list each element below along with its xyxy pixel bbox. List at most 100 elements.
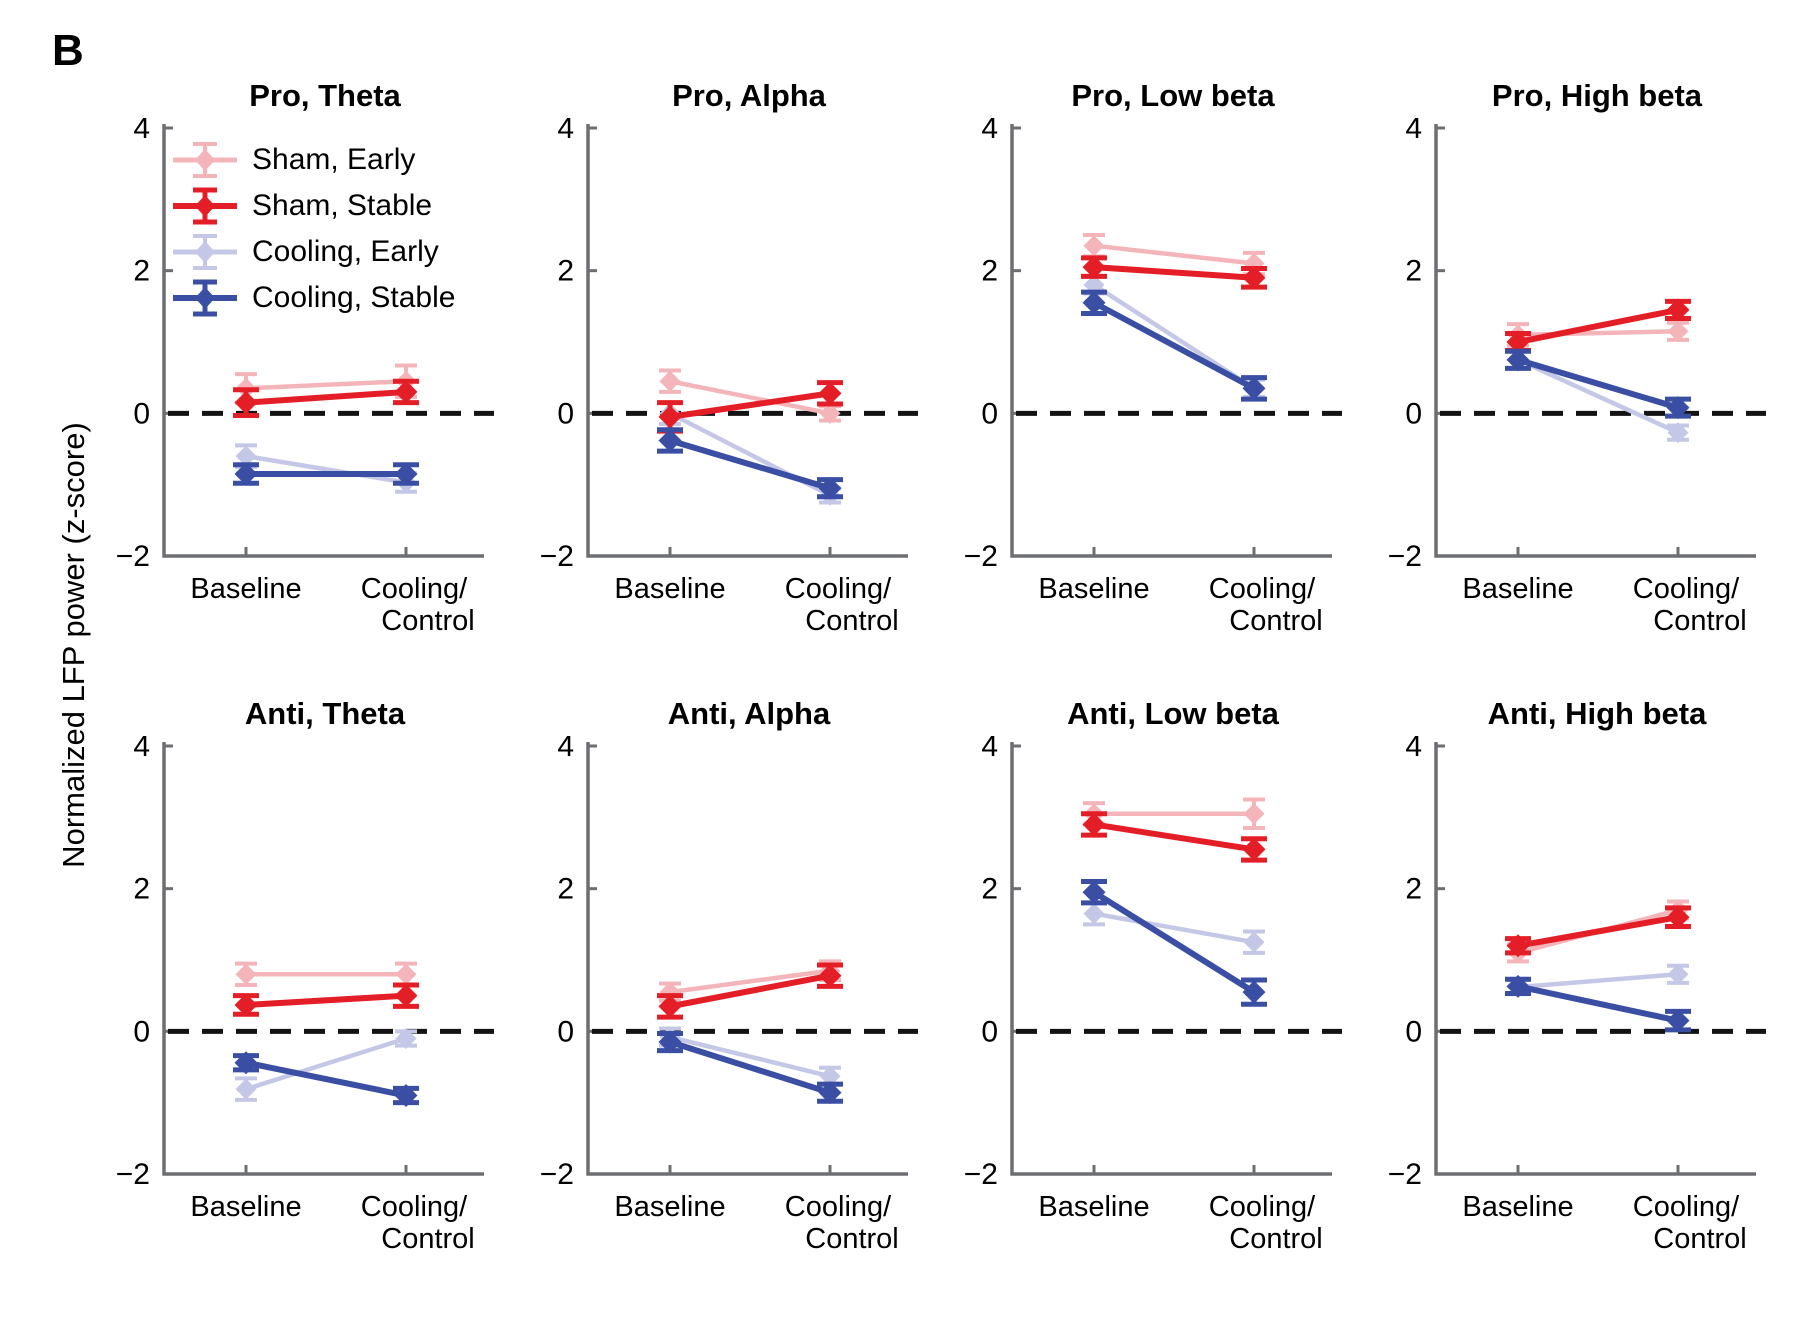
- data-point-marker: [659, 370, 681, 392]
- series-cooling-stable: [657, 1030, 843, 1105]
- x-tick-label: Control: [381, 605, 475, 637]
- panel-anti-high-beta: Anti, High beta 4 2 0 −2 Baseline Cooling/Con…: [1378, 692, 1802, 1296]
- x-tick-label: Cooling/: [1633, 573, 1740, 605]
- panel-anti-theta: Anti, Theta 4 2 0 −2 Baseline Cooling/Control: [106, 692, 530, 1296]
- x-tick-label: Baseline: [1038, 1191, 1149, 1223]
- errorbar-marker-icon: [173, 142, 237, 178]
- data-point-marker: [234, 391, 258, 415]
- y-tick-label: 0: [1405, 1015, 1422, 1048]
- y-tick-label: 0: [133, 397, 150, 430]
- data-point-marker: [234, 462, 258, 486]
- y-tick-label: 2: [557, 873, 574, 906]
- panel-title: Pro, High beta: [1491, 78, 1703, 113]
- y-tick-label: −2: [964, 540, 998, 573]
- y-tick-label: 2: [1405, 255, 1422, 288]
- x-tick-label: Control: [1229, 605, 1323, 637]
- data-point-marker: [1506, 934, 1530, 958]
- figure-label: B: [52, 26, 84, 75]
- data-point-marker: [234, 1051, 258, 1075]
- data-point-marker: [818, 476, 842, 500]
- series-sham-stable: [233, 378, 419, 418]
- series-sham-early: [235, 961, 417, 987]
- y-axis-label: Normalized LFP power (z-score): [56, 422, 91, 868]
- series-line: [245, 992, 407, 1008]
- data-point-marker: [395, 1027, 417, 1049]
- data-point-marker: [1083, 235, 1105, 257]
- errorbar-marker-icon: [173, 279, 237, 317]
- panel-anti-alpha: Anti, Alpha 4 2 0 −2 Baseline Cooling/Control: [530, 692, 954, 1296]
- x-tick-label: Baseline: [614, 573, 725, 605]
- series-line: [1517, 357, 1679, 435]
- data-point-marker: [395, 963, 417, 985]
- series-cooling-stable: [1081, 879, 1267, 1007]
- data-point-marker: [658, 994, 682, 1018]
- series-cooling-stable: [1081, 289, 1267, 402]
- data-point-marker: [234, 993, 258, 1017]
- series-cooling-early: [235, 443, 417, 494]
- data-point-marker: [394, 984, 418, 1008]
- data-point-marker: [1242, 266, 1266, 290]
- series-line: [245, 1059, 407, 1099]
- data-point-marker: [1666, 905, 1690, 929]
- data-point-marker: [235, 445, 257, 467]
- data-point-marker: [1667, 422, 1689, 444]
- y-tick-label: −2: [1388, 1158, 1422, 1191]
- y-tick-label: 2: [133, 255, 150, 288]
- y-tick-label: 2: [981, 873, 998, 906]
- series-cooling-stable: [657, 427, 843, 500]
- data-point-marker: [818, 964, 842, 988]
- series-line: [245, 453, 407, 485]
- series-sham-early: [1083, 797, 1265, 831]
- data-point-marker: [819, 1065, 841, 1087]
- data-point-marker: [1666, 396, 1690, 420]
- panel-title: Anti, Theta: [244, 696, 406, 731]
- panel-pro-alpha: Pro, Alpha 4 2 0 −2 Baseline Cooling/Control: [530, 74, 954, 678]
- data-point-marker: [1082, 291, 1106, 315]
- legend-label: Cooling, Stable: [252, 281, 456, 314]
- series-line: [669, 379, 831, 416]
- data-point-marker: [1667, 963, 1689, 985]
- data-point-marker: [818, 381, 842, 405]
- x-tick-label: Baseline: [1038, 573, 1149, 605]
- series-sham-stable: [1505, 905, 1691, 958]
- panel-grid: Pro, Theta 4 2 0 −2 Baseline Cooling/Control …: [106, 74, 1802, 1296]
- errorbar-marker-icon: [173, 187, 237, 225]
- y-tick-label: 4: [1405, 118, 1422, 145]
- plot-anti-alpha: 4 2 0 −2 Baseline Cooling/Control: [540, 736, 918, 1255]
- y-tick-label: 0: [981, 1015, 998, 1048]
- series-cooling-early: [235, 1027, 417, 1102]
- series-line: [1517, 972, 1679, 990]
- data-point-marker: [1242, 837, 1266, 861]
- data-point-marker: [1243, 803, 1265, 825]
- legend-label: Cooling, Early: [252, 235, 439, 268]
- plot-pro-alpha: 4 2 0 −2 Baseline Cooling/Control: [540, 118, 918, 637]
- errorbar-marker-icon: [173, 234, 237, 270]
- series-line: [669, 968, 831, 995]
- data-point-marker: [1083, 274, 1105, 296]
- panel-pro-theta: Pro, Theta 4 2 0 −2 Baseline Cooling/Control: [106, 74, 530, 678]
- y-tick-label: 2: [981, 255, 998, 288]
- legend-entry-cooling-early: Cooling, Early: [172, 229, 455, 275]
- y-tick-label: −2: [116, 540, 150, 573]
- series-line: [669, 437, 831, 492]
- x-tick-label: Baseline: [614, 1191, 725, 1223]
- data-point-marker: [235, 963, 257, 985]
- x-tick-label: Cooling/: [361, 1191, 468, 1223]
- panel-anti-low-beta: Anti, Low beta 4 2 0 −2 Baseline Cooling/Cont…: [954, 692, 1378, 1296]
- series-line: [669, 1039, 831, 1096]
- x-tick-label: Baseline: [1462, 1191, 1573, 1223]
- legend-entry-sham-early: Sham, Early: [172, 137, 455, 183]
- y-tick-label: −2: [540, 1158, 574, 1191]
- data-point-marker: [1083, 903, 1105, 925]
- data-point-marker: [1506, 974, 1530, 998]
- plot-anti-low-beta: 4 2 0 −2 Baseline Cooling/Control: [964, 736, 1342, 1255]
- plot-anti-theta: 4 2 0 −2 Baseline Cooling/Control: [116, 736, 494, 1255]
- data-point-marker: [1082, 880, 1106, 904]
- x-tick-label: Baseline: [190, 573, 301, 605]
- y-tick-label: 4: [133, 736, 150, 763]
- data-point-marker: [1243, 931, 1265, 953]
- legend-label: Sham, Early: [252, 143, 416, 176]
- data-point-marker: [235, 1078, 257, 1100]
- x-tick-label: Cooling/: [361, 573, 468, 605]
- series-line: [669, 390, 831, 420]
